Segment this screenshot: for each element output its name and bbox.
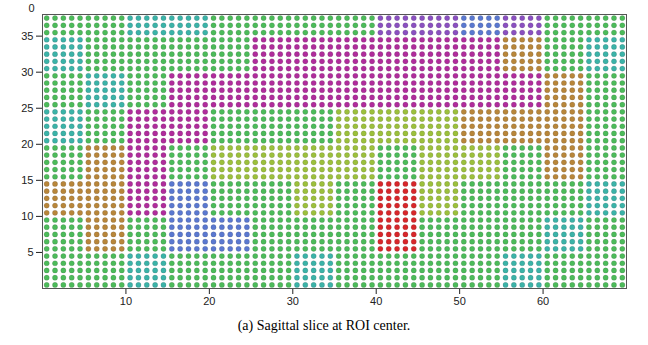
html-text:(a) Sagittal slice at ROI cent: (a) Sagittal slice at ROI center. [237, 318, 411, 333]
svg-text:10: 10 [120, 295, 132, 307]
svg-text:20: 20 [203, 295, 215, 307]
svg-text:0: 0 [28, 2, 34, 14]
svg-text:25: 25 [21, 102, 33, 114]
svg-text:5: 5 [27, 246, 33, 258]
svg-text:10: 10 [21, 210, 33, 222]
svg-text:50: 50 [454, 295, 466, 307]
svg-text:20: 20 [21, 138, 33, 150]
svg-text:30: 30 [287, 295, 299, 307]
svg-text:35: 35 [21, 30, 33, 42]
svg-text:60: 60 [537, 295, 549, 307]
svg-text:30: 30 [21, 66, 33, 78]
svg-text:40: 40 [370, 295, 382, 307]
svg-text:15: 15 [21, 174, 33, 186]
